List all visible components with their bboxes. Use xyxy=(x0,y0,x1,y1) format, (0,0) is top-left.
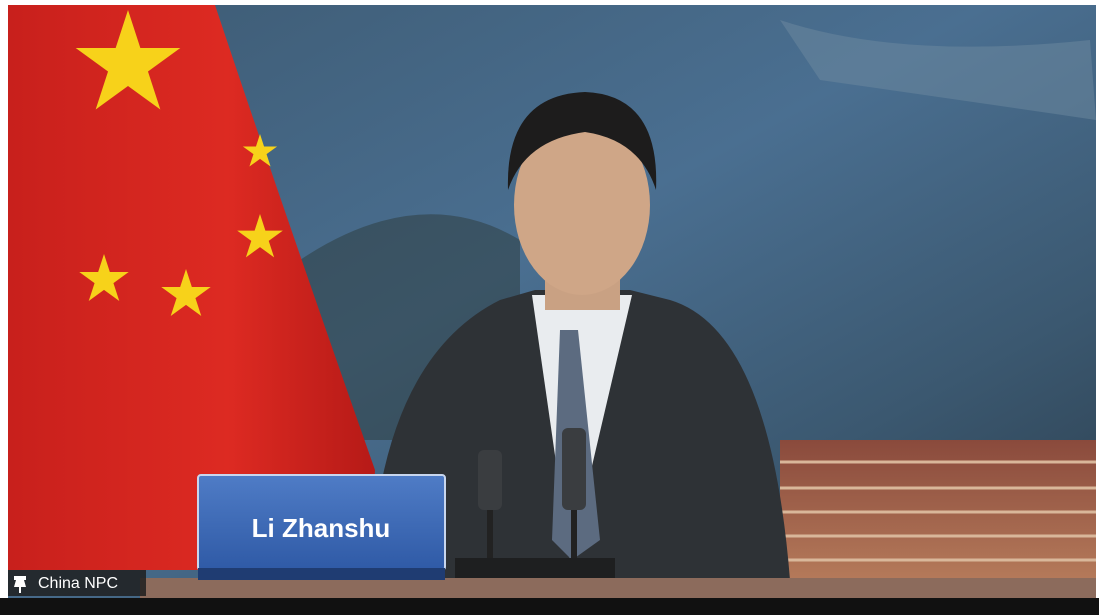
participant-label: China NPC xyxy=(38,575,118,592)
painting-detail xyxy=(780,20,1096,120)
bottom-bar xyxy=(0,598,1099,615)
flag xyxy=(8,5,375,570)
wood-stack xyxy=(780,440,1096,580)
nameplate-text: Li Zhanshu xyxy=(252,513,391,543)
nameplate-base xyxy=(198,568,445,580)
pin-icon xyxy=(14,576,26,593)
desk xyxy=(140,578,1096,598)
participant-label-bg xyxy=(8,570,146,596)
microphones xyxy=(455,428,615,580)
